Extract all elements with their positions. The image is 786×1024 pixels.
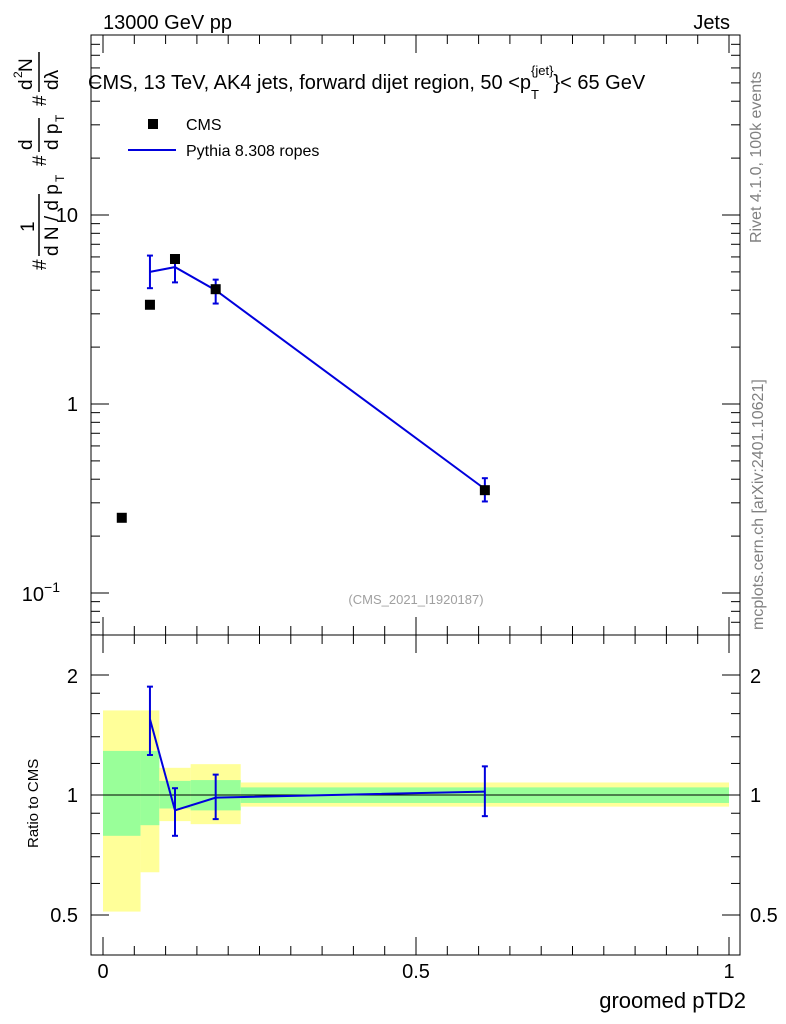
svg-text:d: d: [16, 79, 37, 90]
ytick-label-1: 1: [67, 394, 78, 416]
legend-cms-label: CMS: [186, 117, 222, 134]
title-sup: {jet}: [531, 63, 554, 78]
header-right: Jets: [693, 12, 730, 34]
header-left: 13000 GeV pp: [103, 12, 232, 34]
xlabel: groomed pTD2: [599, 988, 746, 1013]
svg-text:T: T: [53, 114, 67, 122]
legend-mc-label: Pythia 8.308 ropes: [186, 143, 319, 160]
legend-cms-marker: [148, 119, 158, 129]
ratio-ytick-label-1: 1: [67, 785, 78, 807]
svg-text:d N / d p: d N / d p: [42, 184, 63, 256]
analysis-watermark: (CMS_2021_I1920187): [348, 592, 483, 607]
mcplots-label: mcplots.cern.ch [arXiv:2401.10621]: [750, 379, 767, 630]
ratio-panel: 2 1 0.5 2 1 0.5 Ratio to CMS 0 0.5 1 gro…: [25, 634, 778, 1013]
ratio-ylabel: Ratio to CMS: [25, 759, 42, 848]
svg-text:d p: d p: [42, 124, 63, 150]
plot-title: CMS, 13 TeV, AK4 jets, forward dijet reg…: [88, 63, 646, 102]
ytick-label-10: 10: [56, 205, 78, 227]
ratio-ytick-label-0.5: 0.5: [50, 905, 78, 927]
ratio-axis-ticks: [91, 635, 740, 955]
main-axis-ticks: [91, 35, 740, 636]
ratio-series: [146, 685, 488, 837]
xtick-label-1: 1: [723, 961, 734, 983]
title-sub: T: [531, 87, 539, 102]
ratio-band-green: [140, 750, 160, 826]
cms-point: [210, 284, 221, 295]
main-panel: CMS, 13 TeV, AK4 jets, forward dijet reg…: [11, 34, 741, 636]
ratio-ytick-label-1-right: 1: [750, 785, 761, 807]
svg-text:#: #: [30, 155, 51, 166]
svg-text:N: N: [16, 58, 37, 72]
ratio-mc-line: [148, 718, 485, 812]
main-series: [116, 254, 490, 523]
ratio-frame: [90, 634, 741, 956]
title-suffix: }< 65 GeV: [553, 72, 645, 94]
mc-line: [149, 266, 486, 490]
svg-text:T: T: [53, 174, 67, 182]
svg-text:#: #: [30, 95, 51, 106]
ratio-ytick-label-0.5-right: 0.5: [750, 905, 778, 927]
xtick-label-0: 0: [97, 961, 108, 983]
xtick-label-0.5: 0.5: [402, 961, 430, 983]
ytick-label-0.1: 10−1: [22, 579, 60, 606]
svg-text:1: 1: [18, 221, 39, 232]
cms-point: [116, 512, 127, 523]
ratio-bands: [103, 710, 729, 912]
cms-point: [144, 299, 155, 310]
cms-point: [169, 254, 180, 265]
svg-text:dλ: dλ: [42, 69, 63, 90]
rivet-label: Rivet 4.1.0, 100k events: [748, 71, 765, 243]
ratio-ytick-label-2-right: 2: [750, 666, 761, 688]
title-prefix: CMS, 13 TeV, AK4 jets, forward dijet reg…: [88, 72, 531, 94]
svg-text:d: d: [16, 139, 37, 150]
svg-text:#: #: [30, 259, 51, 270]
svg-text:2: 2: [11, 71, 25, 78]
ratio-band-green: [103, 750, 141, 836]
legend: CMS Pythia 8.308 ropes: [128, 117, 319, 160]
cms-point: [479, 485, 490, 496]
ratio-ytick-label-2: 2: [67, 666, 78, 688]
main-ylabel: # 1 d N / d p T # d d p T # d 2 N dλ: [11, 52, 67, 270]
